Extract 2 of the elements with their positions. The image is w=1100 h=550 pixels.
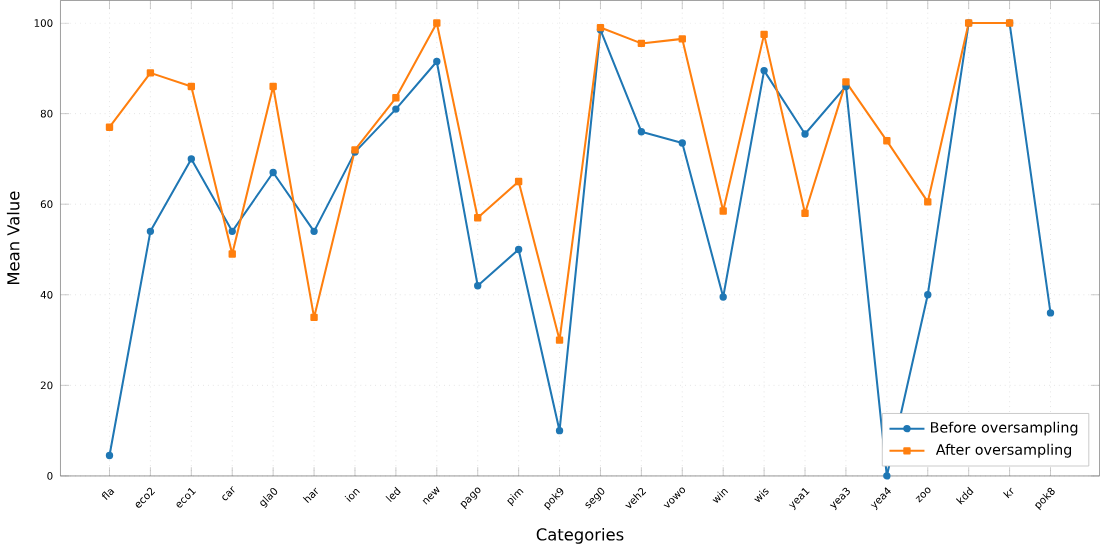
y-axis-title: Mean Value bbox=[6, 191, 20, 284]
x-axis-title: Categories bbox=[536, 527, 624, 544]
